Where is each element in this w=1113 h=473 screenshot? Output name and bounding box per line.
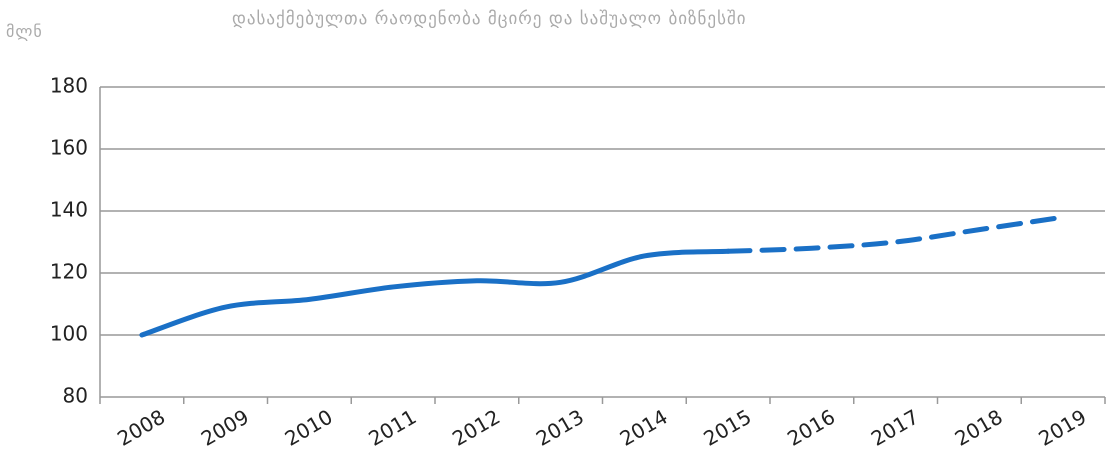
x-tick-label: 2015 [699,405,755,451]
x-tick-label: 2017 [867,405,923,451]
y-tick-label: 180 [50,74,88,98]
x-tick-label: 2014 [616,405,672,451]
x-tick-label: 2009 [197,405,253,451]
y-tick-label: 100 [50,322,88,346]
x-tick-label: 2013 [532,405,588,451]
x-tick-label: 2018 [951,405,1007,451]
y-tick-label: 80 [63,384,88,408]
x-tick-label: 2011 [364,405,420,451]
chart-title: დასაქმებულთა რაოდენობა მცირე და საშუალო … [232,9,747,29]
data-line [139,248,731,338]
y-tick-label: 120 [50,260,88,284]
x-tick-label: 2010 [281,405,337,451]
x-tick-label: 2012 [448,405,504,451]
data-line [725,214,1066,254]
x-tick-label: 2019 [1034,405,1090,451]
x-tick-label: 2008 [113,405,169,451]
x-tick-label: 2016 [783,405,839,451]
y-axis-label: მლნ [6,22,43,41]
y-tick-label: 140 [50,198,88,222]
y-tick-label: 160 [50,136,88,160]
